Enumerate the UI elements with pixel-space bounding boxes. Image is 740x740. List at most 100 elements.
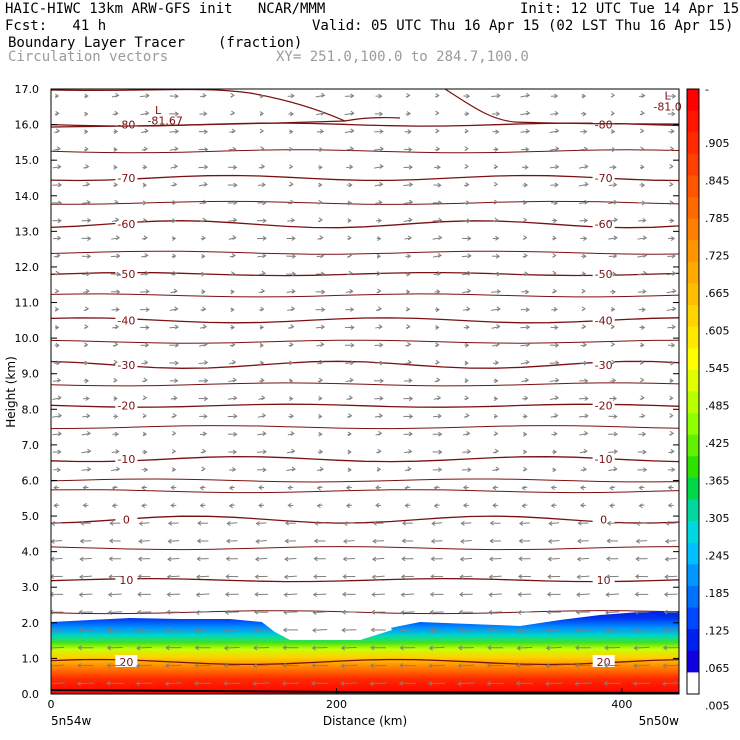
- vector-arrowhead: [319, 359, 324, 365]
- vector-arrow: [256, 451, 267, 453]
- vector-arrow: [667, 326, 676, 329]
- vector-arrowhead: [196, 574, 201, 580]
- vector-arrowhead: [641, 93, 646, 99]
- vector-arrowhead: [320, 324, 326, 330]
- vector-arrowhead: [174, 306, 179, 312]
- vector-arrowhead: [232, 359, 237, 365]
- vector-arrowhead: [113, 164, 118, 170]
- vector-arrowhead: [524, 395, 529, 401]
- vector-arrowhead: [632, 681, 638, 686]
- vector-arrowhead: [516, 627, 522, 633]
- vector-arrowhead: [233, 182, 238, 188]
- vector-arrowhead: [407, 235, 412, 241]
- vector-arrowhead: [554, 93, 559, 99]
- vector-arrowhead: [173, 288, 178, 294]
- vector-arrowhead: [291, 271, 297, 277]
- vector-arrowhead: [640, 164, 645, 170]
- contour-label-bg: [115, 117, 138, 130]
- vector-arrow: [634, 646, 650, 649]
- contour-line: [51, 360, 679, 369]
- vector-arrowhead: [202, 324, 208, 329]
- vector-arrowhead: [136, 627, 141, 633]
- vector-arrowhead: [404, 503, 409, 509]
- vector-arrowhead: [311, 663, 316, 669]
- vector-arrowhead: [252, 681, 257, 687]
- vector-arrowhead: [174, 378, 179, 384]
- vector-arrow: [139, 522, 150, 525]
- vector-arrowhead: [400, 592, 405, 598]
- vector-arrowhead: [113, 396, 118, 401]
- contour-label: 10: [119, 574, 133, 587]
- contour-label-bg: [115, 313, 138, 326]
- vector-arrowhead: [371, 556, 377, 562]
- vector-arrowhead: [523, 235, 528, 240]
- vector-arrowhead: [401, 556, 406, 562]
- vector-arrow: [458, 682, 475, 685]
- vector-arrow: [196, 593, 210, 596]
- vector-arrow: [400, 629, 415, 631]
- vector-arrowhead: [57, 377, 62, 383]
- vector-arrow: [169, 148, 178, 151]
- vector-arrowhead: [582, 111, 587, 117]
- vector-arrowhead: [435, 342, 440, 348]
- contour-line: [51, 149, 679, 154]
- vector-arrow: [52, 397, 62, 400]
- vector-arrowhead: [258, 503, 263, 508]
- contour-label-bg: [592, 313, 615, 326]
- vector-arrowhead: [517, 592, 522, 597]
- contour-label-bg: [592, 654, 615, 667]
- vector-arrowhead: [553, 306, 558, 312]
- vector-arrowhead: [201, 271, 206, 277]
- vector-arrowhead: [518, 521, 524, 526]
- vector-arrowhead: [582, 466, 588, 472]
- vector-arrow: [637, 272, 647, 276]
- forecast-hour: Fcst: 41 h: [5, 18, 107, 34]
- vector-arrow: [665, 575, 678, 578]
- vector-arrow: [253, 682, 270, 685]
- contour-line: [51, 89, 346, 128]
- vector-arrowhead: [670, 128, 675, 134]
- vector-arrow: [225, 629, 240, 631]
- vector-arrowhead: [348, 270, 353, 276]
- vector-arrowhead: [408, 164, 413, 170]
- vector-arrowhead: [496, 271, 501, 277]
- vector-arrowhead: [289, 396, 294, 402]
- vector-arrowhead: [581, 93, 587, 99]
- vector-arrowhead: [577, 538, 582, 544]
- vector-arrowhead: [348, 413, 353, 419]
- vector-arrowhead: [166, 609, 171, 615]
- vector-arrowhead: [196, 538, 201, 544]
- vector-arrowhead: [57, 413, 63, 418]
- vector-arrowhead: [545, 681, 550, 687]
- vector-arrowhead: [489, 556, 494, 562]
- vector-arrowhead: [643, 467, 648, 473]
- vector-arrow: [77, 682, 95, 685]
- vector-arrow: [169, 130, 179, 133]
- vector-arrow: [257, 433, 266, 436]
- vector-arrowhead: [259, 128, 265, 134]
- vector-arrowhead: [552, 449, 558, 455]
- vector-arrow: [545, 682, 563, 685]
- colorbar-swatch: [687, 391, 699, 414]
- vector-arrowhead: [253, 609, 259, 615]
- vector-arrowhead: [82, 502, 87, 508]
- vector-arrowhead: [316, 503, 321, 509]
- vector-arrowhead: [582, 324, 587, 330]
- vector-arrowhead: [634, 609, 639, 615]
- vector-arrowhead: [467, 236, 472, 241]
- vector-arrowhead: [523, 449, 528, 455]
- vector-arrowhead: [289, 181, 294, 187]
- vector-arrowhead: [142, 395, 148, 401]
- vector-arrowhead: [579, 502, 585, 508]
- colorbar-swatch: [687, 197, 699, 220]
- vector-arrowhead: [232, 449, 237, 455]
- vector-arrowhead: [202, 93, 207, 98]
- vector-arrowhead: [224, 592, 230, 597]
- vector-arrow: [461, 255, 471, 258]
- vector-arrow: [343, 540, 355, 542]
- vector-arrowhead: [574, 681, 579, 687]
- vector-arrowhead: [435, 359, 440, 365]
- vector-arrowhead: [606, 556, 611, 562]
- vector-arrowhead: [435, 110, 440, 116]
- vector-arrowhead: [516, 645, 521, 651]
